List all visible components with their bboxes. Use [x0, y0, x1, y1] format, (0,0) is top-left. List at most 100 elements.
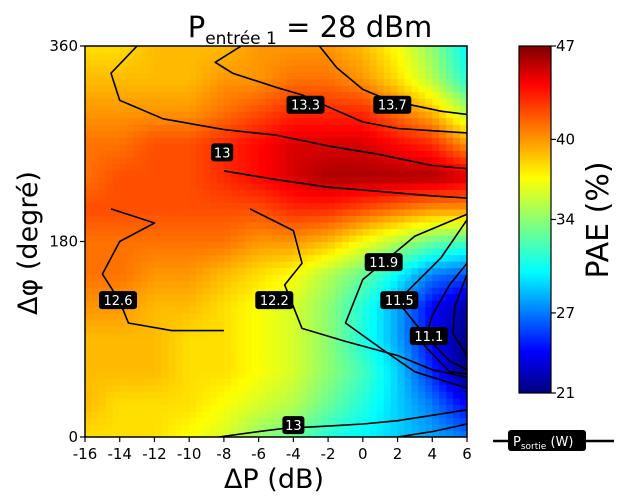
heatmap-cell: [446, 234, 454, 243]
heatmap-cell: [348, 293, 357, 301]
heatmap-cell: [411, 261, 419, 269]
heatmap-cell: [105, 169, 114, 177]
heatmap-cell: [293, 410, 301, 419]
heatmap-cell: [147, 241, 156, 249]
heatmap-cell: [265, 104, 274, 112]
heatmap-cell: [286, 65, 294, 73]
heatmap-cell: [147, 169, 156, 177]
heatmap-cell: [341, 332, 350, 340]
heatmap-cell: [237, 234, 246, 243]
heatmap-cell: [439, 117, 447, 125]
heatmap-cell: [251, 248, 260, 256]
x-tick-label: -8: [216, 445, 231, 463]
heatmap-cell: [126, 365, 135, 373]
heatmap-cell: [439, 365, 447, 373]
heatmap-cell: [251, 65, 260, 73]
heatmap-cell: [258, 156, 267, 164]
heatmap-cell: [91, 267, 100, 275]
heatmap-cell: [335, 371, 343, 379]
heatmap-cell: [286, 352, 294, 360]
heatmap-cell: [189, 345, 197, 353]
heatmap-cell: [335, 221, 343, 230]
heatmap-cell: [168, 423, 176, 432]
heatmap-cell: [126, 117, 135, 125]
heatmap-cell: [272, 267, 281, 275]
heatmap-cell: [321, 65, 329, 73]
heatmap-cell: [279, 150, 288, 158]
heatmap-cell: [265, 65, 274, 73]
heatmap-cell: [251, 78, 260, 86]
heatmap-cell: [189, 417, 197, 425]
heatmap-cell: [175, 391, 183, 399]
heatmap-cell: [140, 117, 149, 125]
heatmap-cell: [265, 137, 274, 145]
heatmap-cell: [230, 430, 239, 437]
heatmap-cell: [348, 397, 357, 406]
heatmap-cell: [362, 163, 371, 171]
heatmap-cell: [328, 254, 336, 262]
heatmap-cell: [251, 228, 260, 236]
heatmap-cell: [230, 313, 239, 321]
heatmap-cell: [133, 274, 142, 282]
heatmap-cell: [362, 430, 371, 437]
heatmap-cell: [216, 391, 225, 399]
heatmap-cell: [307, 391, 315, 399]
heatmap-cell: [189, 410, 197, 419]
heatmap-cell: [237, 78, 246, 86]
heatmap-cell: [154, 248, 162, 256]
heatmap-cell: [98, 417, 107, 425]
heatmap-cell: [161, 234, 169, 243]
heatmap-cell: [446, 358, 454, 366]
heatmap-cell: [300, 365, 308, 373]
heatmap-cell: [119, 371, 128, 379]
heatmap-cell: [321, 306, 329, 314]
heatmap-cell: [230, 332, 239, 340]
heatmap-cell: [446, 378, 454, 386]
heatmap-cell: [98, 410, 107, 419]
heatmap-cell: [154, 85, 162, 93]
heatmap-cell: [425, 241, 433, 249]
heatmap-cell: [182, 345, 190, 353]
heatmap-cell: [300, 117, 308, 125]
heatmap-cell: [425, 306, 433, 314]
heatmap-cell: [328, 371, 336, 379]
heatmap-cell: [182, 111, 190, 119]
heatmap-cell: [168, 156, 176, 164]
heatmap-cell: [300, 358, 308, 366]
title-subscript: entrée 1: [205, 29, 277, 49]
heatmap-cell: [140, 169, 149, 177]
heatmap-cell: [411, 137, 419, 145]
heatmap-cell: [161, 215, 169, 223]
heatmap-cell: [411, 215, 419, 223]
heatmap-cell: [223, 345, 232, 353]
heatmap-cell: [453, 195, 461, 203]
heatmap-cell: [223, 397, 232, 406]
heatmap-cell: [161, 163, 169, 171]
heatmap-cell: [251, 339, 260, 347]
heatmap-cell: [91, 280, 100, 288]
heatmap-cell: [175, 150, 183, 158]
heatmap-cell: [182, 150, 190, 158]
heatmap-cell: [321, 234, 329, 243]
heatmap-cell: [328, 404, 336, 412]
heatmap-cell: [307, 143, 315, 151]
heatmap-cell: [189, 293, 197, 301]
heatmap-cell: [133, 78, 142, 86]
heatmap-cell: [230, 234, 239, 243]
heatmap-cell: [168, 267, 176, 275]
heatmap-cell: [182, 410, 190, 419]
heatmap-cell: [432, 202, 440, 210]
heatmap-cell: [91, 254, 100, 262]
heatmap-cell: [362, 124, 371, 132]
heatmap-cell: [376, 150, 385, 158]
heatmap-cell: [91, 358, 100, 366]
heatmap-cell: [348, 241, 357, 249]
heatmap-cell: [210, 137, 218, 145]
x-tick-label: -16: [73, 445, 98, 463]
heatmap-cell: [161, 423, 169, 432]
heatmap-cell: [85, 293, 93, 301]
heatmap-cell: [418, 384, 426, 392]
heatmap-cell: [105, 208, 114, 217]
heatmap-cell: [216, 91, 225, 99]
y-tick-label: 360: [49, 37, 78, 55]
